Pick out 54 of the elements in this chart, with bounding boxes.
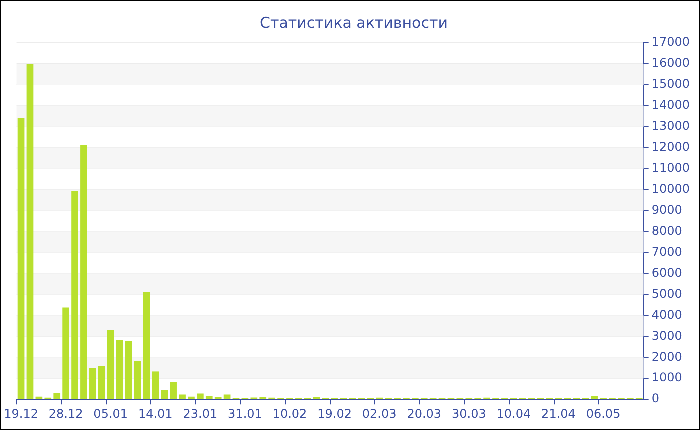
x-tick-label: 20.03 xyxy=(407,406,442,421)
y-tick-label: 13000 xyxy=(652,119,690,134)
bar xyxy=(72,192,78,400)
y-tick-label: 9000 xyxy=(652,202,682,217)
bar xyxy=(90,368,96,400)
y-tick-label: 0 xyxy=(652,392,660,406)
bar xyxy=(26,64,34,400)
x-tick-label: 28.12 xyxy=(48,406,84,421)
bar xyxy=(80,145,88,400)
x-tick-label: 14.01 xyxy=(138,406,173,421)
bar xyxy=(591,396,598,400)
x-tick-label: 06.05 xyxy=(586,406,621,421)
bar xyxy=(170,382,177,400)
y-tick-label: 6000 xyxy=(652,266,682,280)
bar xyxy=(62,308,70,400)
y-tick-label: 5000 xyxy=(652,286,682,301)
x-tick-label: 23.01 xyxy=(183,406,218,421)
chart-title: Статистика активности xyxy=(260,14,448,32)
y-tick-label: 4000 xyxy=(652,308,682,322)
y-tick-label: 11000 xyxy=(652,160,690,175)
y-tick-label: 2000 xyxy=(652,350,682,364)
bar xyxy=(125,341,132,400)
bar xyxy=(161,390,168,400)
x-tick-label: 19.12 xyxy=(4,406,38,421)
x-tick-label: 19.02 xyxy=(318,406,352,421)
y-tick-label: 15000 xyxy=(652,77,690,92)
x-tick-label: 10.04 xyxy=(496,406,532,421)
y-tick-label: 3000 xyxy=(652,328,682,343)
y-tick-label: 16000 xyxy=(652,56,690,70)
x-tick-label: 02.03 xyxy=(362,406,397,421)
x-tick-label: 31.01 xyxy=(228,406,262,421)
x-tick-label: 21.04 xyxy=(542,406,576,421)
x-tick-label: 10.02 xyxy=(272,406,308,421)
y-tick-label: 1000 xyxy=(652,370,682,385)
y-tick-label: 17000 xyxy=(652,35,690,50)
bar xyxy=(179,394,186,400)
bar xyxy=(188,396,195,400)
y-tick-label: 7000 xyxy=(652,244,682,259)
bar xyxy=(54,393,61,400)
bar xyxy=(134,361,142,400)
y-tick-label: 12000 xyxy=(652,140,690,154)
bar xyxy=(152,372,160,400)
y-tick-label: 8000 xyxy=(652,224,682,238)
bar xyxy=(18,118,25,400)
bar xyxy=(98,366,106,400)
x-tick-label: 30.03 xyxy=(452,406,486,421)
bar xyxy=(107,330,114,400)
bar xyxy=(197,394,204,400)
y-tick-label: 14000 xyxy=(652,98,690,112)
bar xyxy=(206,396,213,400)
bar xyxy=(143,292,150,400)
bar xyxy=(116,340,124,400)
y-tick-label: 10000 xyxy=(652,182,690,196)
x-tick-label: 05.01 xyxy=(94,406,128,421)
